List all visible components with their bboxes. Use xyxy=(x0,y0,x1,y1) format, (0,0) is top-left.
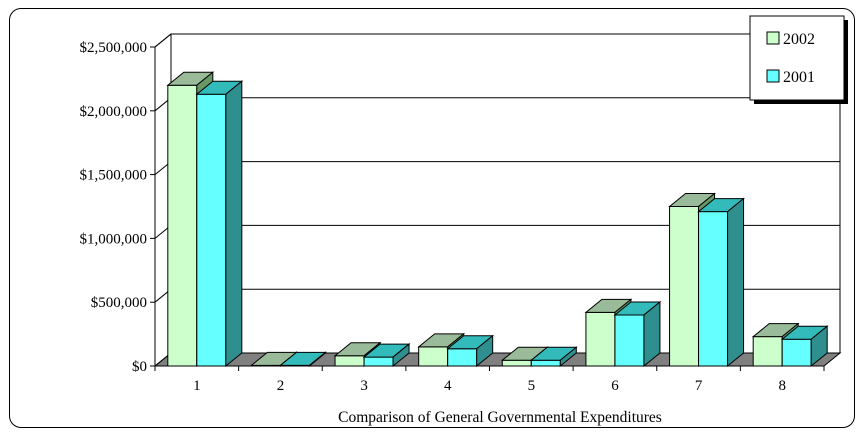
bar-front xyxy=(698,211,729,367)
bar-side xyxy=(727,197,745,368)
bar-front xyxy=(781,338,812,367)
bar-2001-3 xyxy=(362,343,411,368)
bar-front xyxy=(585,311,616,367)
bar-front xyxy=(530,359,561,367)
bar-front xyxy=(447,348,478,367)
y-tick-label: $1,500,000 xyxy=(80,168,148,184)
bar-2001-6 xyxy=(613,300,662,368)
bar-front xyxy=(363,356,394,367)
x-tick-label: 1 xyxy=(193,378,201,394)
y-tick-label: $0 xyxy=(132,359,147,375)
legend: 2002 2001 xyxy=(749,15,848,104)
bar-front xyxy=(614,314,645,367)
bar-front xyxy=(752,336,783,367)
legend-label-2002: 2002 xyxy=(783,31,815,48)
gridline-diagonal xyxy=(154,33,172,48)
bar-front xyxy=(196,93,227,367)
bar-2001-7 xyxy=(697,197,745,368)
y-tick-label: $500,000 xyxy=(91,295,147,311)
x-axis-title: Comparison of General Governmental Expen… xyxy=(338,409,662,426)
bar-side xyxy=(476,334,494,368)
x-tick-label: 5 xyxy=(528,378,536,394)
x-tick-label: 8 xyxy=(778,378,786,394)
y-tick-label: $2,000,000 xyxy=(80,104,148,120)
bar-front xyxy=(501,359,532,367)
x-tick-label: 6 xyxy=(611,378,619,394)
bar-front xyxy=(418,346,449,367)
y-axis: $0 $500,000 $1,000,000 $1,500,000 $2,000,000… xyxy=(80,40,156,375)
bar-2001-8 xyxy=(780,325,829,368)
bar-2001-4 xyxy=(446,334,495,368)
x-tick-label: 7 xyxy=(695,378,703,394)
bar-side xyxy=(225,80,243,368)
legend-box xyxy=(749,15,845,101)
x-tick-label: 4 xyxy=(444,378,452,394)
y-tick-label: $2,500,000 xyxy=(80,40,148,56)
x-tick-label: 2 xyxy=(277,378,285,394)
legend-swatch-2001 xyxy=(766,69,780,83)
bar-front xyxy=(167,84,198,367)
bar-side xyxy=(810,325,828,368)
bar-2001-1 xyxy=(195,80,244,368)
legend-label-2001: 2001 xyxy=(783,69,815,86)
bar-front xyxy=(669,206,700,367)
bar-side xyxy=(392,343,410,368)
bars xyxy=(166,71,829,368)
legend-swatch-2002 xyxy=(766,31,780,45)
y-tick-label: $1,000,000 xyxy=(80,231,148,247)
bar-side xyxy=(643,300,661,368)
x-axis: 1 2 3 4 5 6 7 8 xyxy=(154,365,825,394)
x-tick-label: 3 xyxy=(360,378,368,394)
bar-side xyxy=(559,346,577,368)
bar-front xyxy=(334,355,365,367)
